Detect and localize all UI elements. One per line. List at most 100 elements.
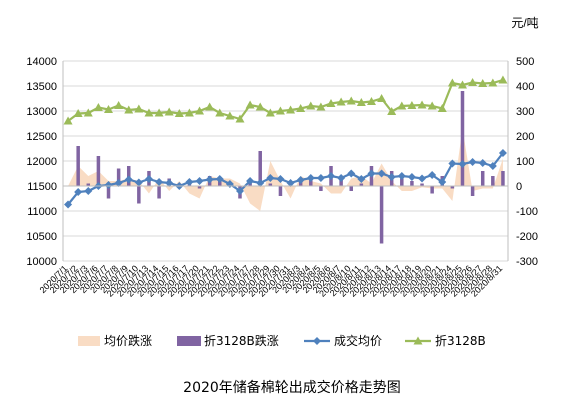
bar-3128b-change	[410, 181, 414, 186]
y-tick-label: 13000	[26, 106, 57, 118]
marker-avg-price	[74, 188, 83, 196]
bar-3128b-change	[430, 186, 434, 194]
bar-3128b-change	[157, 186, 161, 199]
marker-avg-price	[114, 179, 123, 187]
area-series	[68, 128, 503, 211]
bar-3128b-change	[339, 178, 343, 186]
marker-avg-price	[478, 159, 487, 167]
marker-3128b	[184, 108, 194, 117]
legend-label: 折3128B跌涨	[204, 333, 279, 348]
axes	[62, 61, 509, 261]
marker-3128b	[255, 102, 265, 111]
x-axis-ticks: 2020/7/12020/7/22020/7/32020/7/62020/7/7…	[38, 263, 505, 298]
y2-tick-label: 500	[516, 56, 534, 68]
marker-3128b	[468, 78, 478, 86]
bar-3128b-change	[197, 186, 202, 189]
marker-avg-price	[165, 179, 174, 187]
legend-label: 折3128B	[435, 333, 486, 348]
marker-avg-price	[448, 159, 457, 168]
marker-3128b	[73, 109, 83, 117]
marker-avg-price	[347, 169, 356, 178]
y-tick-label: 10500	[26, 231, 57, 243]
y2-tick-label: -300	[516, 256, 538, 268]
marker-3128b	[174, 109, 184, 117]
marker-avg-price	[458, 160, 467, 168]
marker-avg-price	[418, 174, 427, 183]
legend-label: 均价跌涨	[104, 333, 152, 348]
legend-marker-triangle	[413, 336, 423, 345]
marker-3128b	[397, 101, 407, 110]
marker-3128b	[377, 94, 387, 102]
bar-3128b-change	[400, 178, 404, 186]
marker-3128b	[417, 100, 427, 109]
marker-3128b	[63, 116, 73, 125]
bar-3128b-change	[96, 156, 101, 186]
y-tick-label: 14000	[26, 56, 57, 68]
line-series	[63, 75, 508, 209]
bar-3128b-change	[420, 183, 424, 186]
marker-avg-price	[144, 175, 153, 183]
bar-3128b-change	[379, 186, 384, 244]
marker-avg-price	[306, 174, 315, 182]
marker-3128b	[265, 108, 275, 117]
bar-3128b-change	[258, 151, 262, 186]
marker-avg-price	[134, 178, 143, 187]
marker-avg-price	[195, 177, 204, 185]
legend-swatch-area	[78, 336, 100, 346]
marker-3128b	[124, 105, 134, 114]
marker-3128b	[306, 101, 316, 110]
marker-3128b	[296, 104, 306, 112]
gridlines	[63, 60, 508, 262]
y2-tick-label: 100	[516, 156, 534, 168]
marker-avg-price	[397, 172, 406, 180]
marker-3128b	[225, 111, 235, 120]
bar-3128b-change	[470, 186, 475, 196]
marker-3128b	[427, 101, 437, 110]
legend: 均价跌涨 折3128B跌涨 成交均价 折3128B	[78, 333, 486, 348]
marker-avg-price	[205, 175, 214, 184]
marker-3128b	[144, 108, 154, 117]
marker-3128b	[195, 106, 205, 115]
marker-avg-price	[488, 162, 497, 170]
y2-tick-label: -200	[516, 231, 538, 243]
bar-3128b-change	[268, 183, 273, 186]
marker-avg-price	[407, 173, 416, 181]
y2-axis-ticks: -300 -200 -100 0 100 200 300 400 500	[516, 56, 538, 268]
marker-3128b	[134, 104, 144, 113]
marker-3128b	[114, 101, 124, 109]
marker-avg-price	[64, 200, 73, 209]
marker-avg-price	[124, 175, 133, 184]
marker-avg-price	[256, 179, 265, 187]
marker-3128b	[387, 107, 397, 115]
marker-3128b	[498, 75, 508, 84]
marker-3128b	[83, 108, 93, 117]
marker-3128b	[235, 114, 245, 123]
y-tick-label: 13500	[26, 81, 57, 93]
marker-3128b	[488, 78, 498, 87]
y2-tick-label: 300	[516, 106, 534, 118]
marker-avg-price	[84, 187, 93, 195]
marker-3128b	[316, 102, 326, 111]
y2-unit-label: 元/吨	[511, 16, 538, 30]
marker-avg-price	[428, 171, 437, 179]
bar-3128b-change	[218, 181, 222, 186]
marker-3128b	[104, 105, 114, 113]
marker-avg-price	[155, 178, 164, 186]
bar-3128b-change	[501, 171, 505, 186]
y2-tick-label: -100	[516, 206, 538, 218]
marker-3128b	[215, 108, 225, 117]
y-tick-label: 11500	[27, 181, 57, 193]
marker-3128b	[447, 78, 457, 87]
legend-label: 成交均价	[334, 333, 382, 348]
bar-3128b-change	[86, 183, 91, 186]
y-tick-label: 12500	[26, 131, 57, 143]
marker-3128b	[286, 105, 296, 114]
marker-3128b	[407, 101, 417, 109]
bar-3128b-change	[278, 186, 283, 196]
bar-3128b-change	[349, 186, 353, 191]
y2-tick-label: 400	[516, 81, 534, 93]
marker-avg-price	[246, 177, 255, 185]
y-tick-label: 10000	[26, 256, 57, 268]
marker-3128b	[326, 99, 336, 107]
